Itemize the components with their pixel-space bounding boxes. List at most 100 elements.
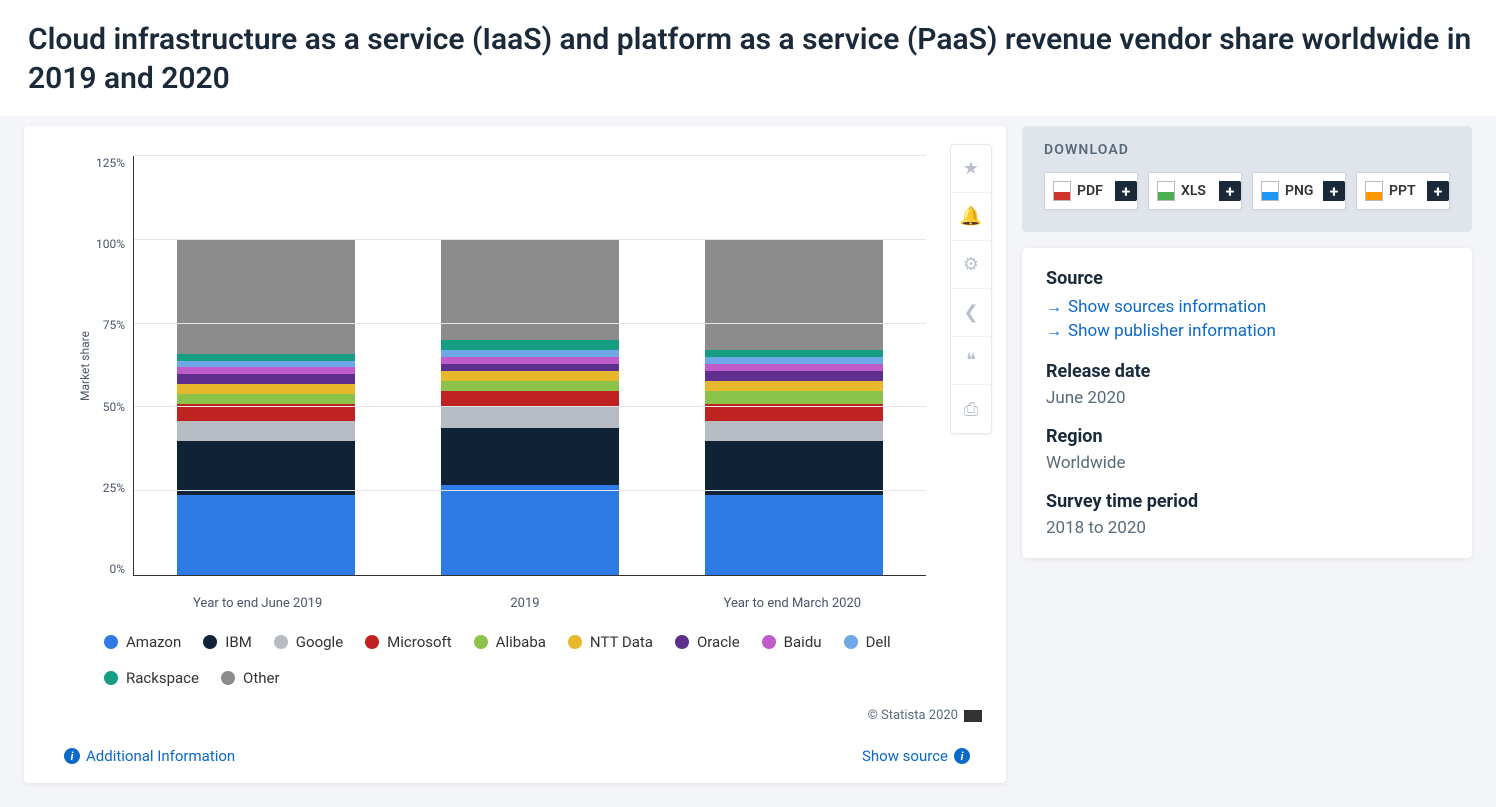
bar-segment-other[interactable] [441, 240, 618, 341]
show-publisher-link[interactable]: →Show publisher information [1046, 319, 1448, 343]
bar-segment-dell[interactable] [441, 350, 618, 357]
bar-segment-amazon[interactable] [441, 485, 618, 576]
legend-item-rackspace[interactable]: Rackspace [104, 669, 199, 687]
gridline [134, 155, 926, 156]
legend-item-ibm[interactable]: IBM [203, 633, 252, 651]
star-icon[interactable]: ★ [951, 145, 991, 193]
region-block: Region Worldwide [1046, 426, 1448, 473]
additional-info-label: Additional Information [86, 747, 235, 765]
bar-segment-oracle[interactable] [441, 364, 618, 371]
bar-segment-alibaba[interactable] [705, 391, 882, 404]
print-icon[interactable]: ⎙ [951, 385, 991, 433]
bell-icon[interactable]: 🔔 [951, 193, 991, 241]
pdf-file-icon [1053, 181, 1071, 201]
bar-segment-ibm[interactable] [177, 441, 354, 495]
bar-segment-dell[interactable] [705, 357, 882, 364]
y-tick: 75% [103, 318, 125, 332]
bar-segment-baidu[interactable] [177, 367, 354, 374]
bar-stack[interactable] [441, 156, 618, 575]
show-source-link[interactable]: Show source i [862, 747, 970, 765]
bar-segment-other[interactable] [705, 240, 882, 351]
arrow-icon: → [1046, 321, 1062, 341]
bar-segment-amazon[interactable] [177, 495, 354, 575]
bar-stack[interactable] [177, 156, 354, 575]
region-value: Worldwide [1046, 453, 1448, 473]
legend-label: Rackspace [126, 669, 199, 687]
bar-segment-microsoft[interactable] [441, 391, 618, 408]
ppt-file-icon [1365, 181, 1383, 201]
bar-segment-ntt-data[interactable] [441, 371, 618, 381]
download-heading: DOWNLOAD [1044, 142, 1450, 158]
show-sources-link[interactable]: →Show sources information [1046, 295, 1448, 319]
legend-swatch [762, 635, 776, 649]
legend-item-ntt-data[interactable]: NTT Data [568, 633, 653, 651]
additional-info-link[interactable]: i Additional Information [64, 747, 235, 765]
download-xls-button[interactable]: XLS+ [1148, 172, 1242, 210]
bar-segment-dell[interactable] [177, 361, 354, 368]
download-label: PPT [1389, 183, 1416, 199]
copyright-text: © Statista 2020 [868, 708, 958, 723]
gridline [134, 490, 926, 491]
bar-segment-ntt-data[interactable] [177, 384, 354, 394]
legend-item-alibaba[interactable]: Alibaba [474, 633, 546, 651]
download-pdf-button[interactable]: PDF + [1044, 172, 1138, 210]
period-heading: Survey time period [1046, 491, 1448, 512]
legend-label: IBM [225, 633, 252, 651]
bars-row [134, 156, 926, 575]
bar-segment-rackspace[interactable] [177, 354, 354, 361]
chart-area: Market share 125%100%75%50%25%0% [44, 146, 986, 586]
legend: Amazon IBM Google Microsoft Alibaba NTT Data O… [44, 611, 986, 697]
bar-segment-other[interactable] [177, 240, 354, 354]
plus-icon: + [1115, 181, 1137, 201]
legend-label: Amazon [126, 633, 181, 651]
legend-swatch [104, 671, 118, 685]
bar-segment-ibm[interactable] [441, 428, 618, 485]
gear-icon[interactable]: ⚙ [951, 241, 991, 289]
legend-item-other[interactable]: Other [221, 669, 280, 687]
legend-item-oracle[interactable]: Oracle [675, 633, 740, 651]
legend-item-microsoft[interactable]: Microsoft [365, 633, 452, 651]
action-rail: ★ 🔔 ⚙ ❮ ❝ ⎙ [950, 144, 992, 434]
bar-stack[interactable] [705, 156, 882, 575]
bar-segment-google[interactable] [441, 407, 618, 427]
y-ticks: 125%100%75%50%25%0% [92, 156, 133, 576]
period-block: Survey time period 2018 to 2020 [1046, 491, 1448, 538]
bar-segment-google[interactable] [177, 421, 354, 441]
bar-column [155, 156, 377, 575]
bar-segment-baidu[interactable] [705, 364, 882, 371]
legend-item-google[interactable]: Google [274, 633, 343, 651]
download-ppt-button[interactable]: PPT+ [1356, 172, 1450, 210]
page-title: Cloud infrastructure as a service (IaaS)… [0, 0, 1496, 116]
gridline [134, 239, 926, 240]
bar-segment-alibaba[interactable] [441, 381, 618, 391]
legend-swatch [274, 635, 288, 649]
bar-segment-ibm[interactable] [705, 441, 882, 495]
legend-swatch [844, 635, 858, 649]
bar-segment-ntt-data[interactable] [705, 381, 882, 391]
legend-item-baidu[interactable]: Baidu [762, 633, 822, 651]
legend-label: Dell [866, 633, 891, 651]
legend-label: NTT Data [590, 633, 653, 651]
flag-icon[interactable] [964, 710, 982, 722]
legend-label: Oracle [697, 633, 740, 651]
bar-segment-oracle[interactable] [705, 371, 882, 381]
download-label: XLS [1181, 183, 1206, 199]
download-png-button[interactable]: PNG+ [1252, 172, 1346, 210]
bar-segment-rackspace[interactable] [705, 350, 882, 357]
bar-segment-oracle[interactable] [177, 374, 354, 384]
chart-footer: i Additional Information Show source i [44, 697, 986, 765]
bar-segment-baidu[interactable] [441, 357, 618, 364]
download-card: DOWNLOAD PDF + XLS+ PNG+ PPT+ [1022, 126, 1472, 232]
quote-icon[interactable]: ❝ [951, 337, 991, 385]
x-labels: Year to end June 20192019Year to end Mar… [44, 586, 986, 611]
bar-segment-amazon[interactable] [705, 495, 882, 575]
download-label: PDF [1077, 183, 1103, 199]
share-icon[interactable]: ❮ [951, 289, 991, 337]
legend-swatch [104, 635, 118, 649]
bar-segment-rackspace[interactable] [441, 340, 618, 350]
y-tick: 25% [103, 481, 125, 495]
bar-segment-google[interactable] [705, 421, 882, 441]
legend-item-dell[interactable]: Dell [844, 633, 891, 651]
legend-item-amazon[interactable]: Amazon [104, 633, 181, 651]
bar-segment-alibaba[interactable] [177, 394, 354, 404]
